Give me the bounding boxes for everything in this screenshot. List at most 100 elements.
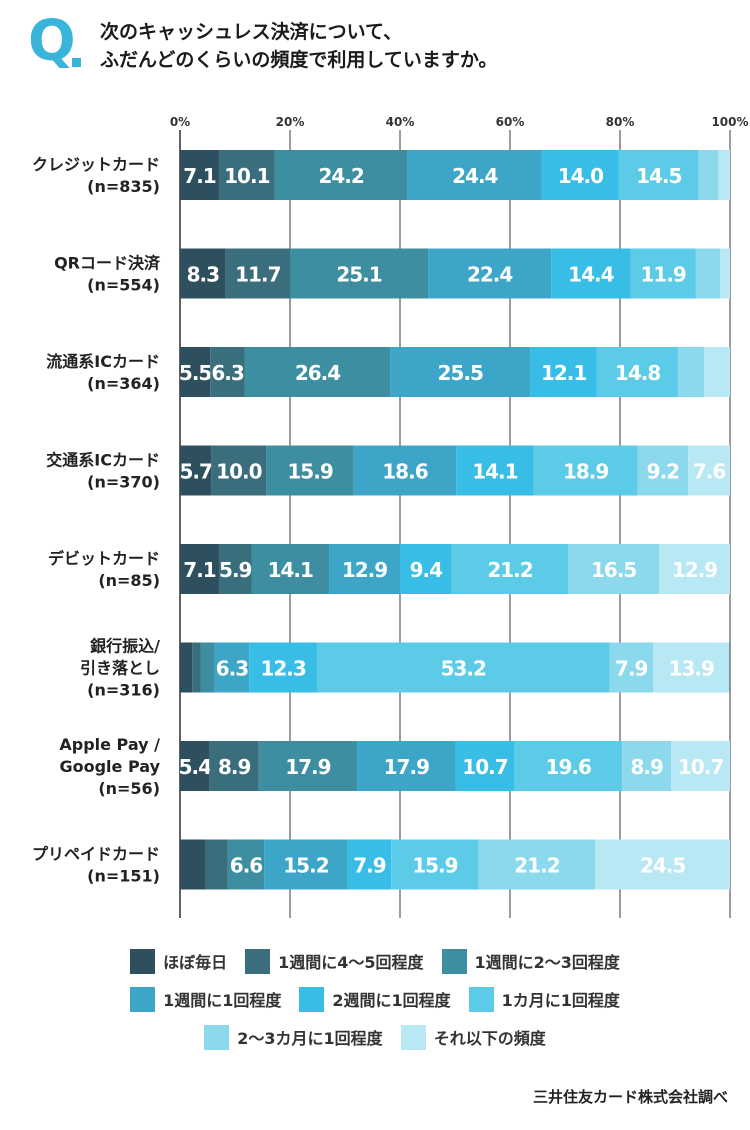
data-label: 6.3: [211, 361, 244, 385]
bar-segment: [209, 741, 259, 791]
category-label: 交通系ICカード: [46, 451, 160, 470]
legend-row-2: 1週間に1回程度 2週間に1回程度 1カ月に1回程度: [0, 986, 750, 1012]
category-label: QRコード決済: [54, 254, 161, 273]
bar-segment: [264, 839, 348, 890]
data-label: 25.5: [438, 361, 483, 385]
data-label: 8.9: [218, 755, 251, 779]
data-label: 6.6: [230, 854, 263, 878]
legend-swatch: [245, 948, 271, 974]
x-tick-label: 60%: [496, 115, 525, 129]
legend-swatch: [441, 948, 467, 974]
x-tick-label: 20%: [276, 115, 305, 129]
bar-segment: [180, 642, 193, 693]
data-label: 14.1: [268, 558, 313, 582]
bar-segment: [400, 544, 452, 594]
bar-segment: [227, 839, 265, 890]
legend-swatch: [468, 986, 494, 1012]
bar-segment: [180, 741, 210, 791]
data-label: 11.7: [235, 263, 280, 287]
bar-segment: [249, 642, 317, 693]
category-label: Google Pay: [59, 757, 160, 776]
category-label: デビットカード: [48, 549, 160, 568]
data-label: 5.9: [219, 558, 252, 582]
category-label: Apple Pay /: [59, 735, 160, 754]
bar-segment: [219, 544, 252, 594]
bar-segment: [698, 150, 719, 200]
bar-segment: [609, 642, 653, 693]
bar-segment: [192, 642, 201, 693]
data-label: 7.6: [693, 460, 726, 484]
data-label: 12.3: [260, 657, 305, 681]
bar-segment: [180, 347, 211, 397]
x-tick-label: 80%: [606, 115, 635, 129]
bar-segment: [225, 248, 290, 299]
bar-segment: [290, 248, 429, 299]
bar-segment: [210, 347, 245, 397]
data-label: 10.7: [462, 755, 507, 779]
data-label: 24.5: [640, 854, 685, 878]
bar-segment: [258, 741, 358, 791]
data-label: 14.5: [636, 164, 681, 188]
data-label: 18.6: [382, 460, 427, 484]
bar-segment: [659, 544, 730, 594]
bar-segment: [205, 839, 228, 890]
category-label: (n=554): [87, 276, 160, 295]
bar-segment: [514, 741, 623, 791]
data-label: 15.2: [283, 854, 328, 878]
category-label: (n=364): [87, 374, 160, 393]
bar-segment: [596, 347, 679, 397]
data-label: 5.4: [179, 755, 212, 779]
bar-segment: [704, 347, 730, 397]
bar-segment: [595, 839, 730, 890]
question-title-line1: 次のキャッシュレス決済について、: [100, 21, 403, 43]
legend-swatch: [204, 1024, 230, 1050]
legend-label: 1カ月に1回程度: [501, 991, 620, 1010]
bar-segment: [678, 347, 705, 397]
data-label: 15.9: [412, 854, 457, 878]
data-label: 10.7: [678, 755, 723, 779]
stacked-bar-chart: 0% 20% 40% 60% 80% 100% クレジットカード (n=835) 7.1 10.1…: [32, 115, 749, 918]
bar-segment: [347, 839, 392, 890]
data-label: 22.4: [467, 263, 512, 287]
bar-segment: [622, 741, 672, 791]
bar-segment: [251, 544, 330, 594]
question-title: 次のキャッシュレス決済について、 ふだんどのくらいの頻度で利用していますか。: [100, 18, 497, 74]
data-label: 26.4: [295, 361, 340, 385]
x-tick-label: 0%: [170, 115, 190, 129]
question-title-line2: ふだんどのくらいの頻度で利用していますか。: [100, 49, 498, 71]
bar-segment: [316, 642, 610, 693]
data-label: 7.9: [615, 657, 648, 681]
legend-label: ほぼ毎日: [163, 953, 228, 972]
bar-segment: [455, 741, 515, 791]
legend-label: 1週間に2～3回程度: [474, 953, 620, 972]
bar-segment: [329, 544, 400, 594]
data-label: 11.9: [640, 263, 685, 287]
question-dot: [72, 58, 81, 67]
bar-segment: [274, 150, 408, 200]
legend-item: ほぼ毎日: [130, 948, 228, 974]
legend-label: それ以下の頻度: [433, 1029, 546, 1048]
x-tick-label: 40%: [386, 115, 415, 129]
data-label: 12.9: [672, 558, 717, 582]
bar-segment: [180, 839, 206, 890]
bar-segment: [451, 544, 569, 594]
bar-segment: [244, 347, 391, 397]
bar-segment: [180, 445, 212, 496]
question-mark-label: Q: [28, 9, 76, 74]
data-label: 12.9: [342, 558, 387, 582]
category-label: 銀行振込/: [90, 637, 160, 656]
legend-swatch: [400, 1024, 426, 1050]
data-label: 19.6: [546, 755, 591, 779]
bar-segment: [671, 741, 730, 791]
data-label: 14.4: [568, 263, 613, 287]
legend-row-1: ほぼ毎日 1週間に4～5回程度 1週間に2～3回程度: [0, 948, 750, 974]
legend-item: 2～3カ月に1回程度: [204, 1024, 383, 1050]
data-label: 24.4: [452, 164, 497, 188]
bar-segment: [541, 150, 619, 200]
category-label: (n=835): [87, 177, 160, 196]
bar-segment: [478, 839, 596, 890]
bar-segment: [551, 248, 631, 299]
category-label: (n=151): [87, 867, 160, 886]
data-label: 8.9: [630, 755, 663, 779]
source-note: 三井住友カード株式会社調べ: [532, 1088, 728, 1106]
